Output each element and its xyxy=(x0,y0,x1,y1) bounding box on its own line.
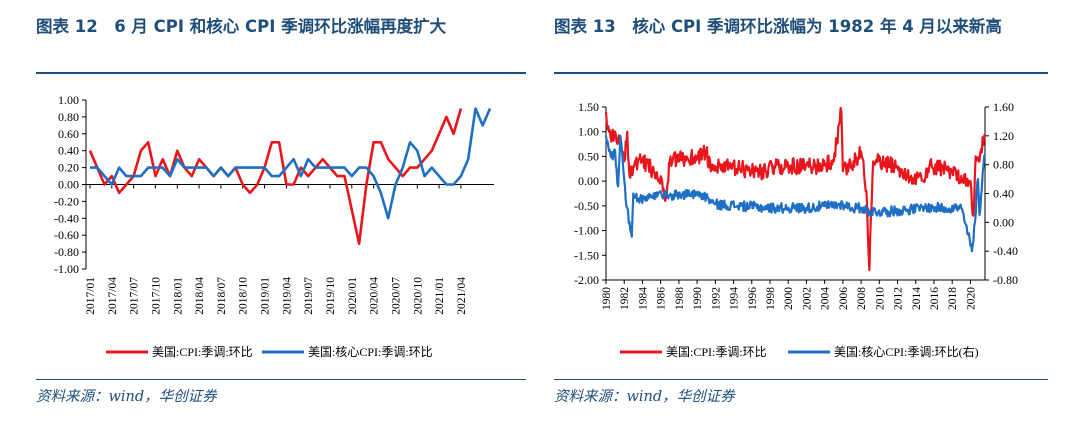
right-x-tick-label: 2012 xyxy=(893,287,905,310)
left-x-tick-label: 2021/04 xyxy=(456,277,468,315)
right-x-tick-label: 2014 xyxy=(911,287,923,310)
right-x-tick-label: 2002 xyxy=(801,287,813,310)
right-left-y-tick-label: -1.00 xyxy=(574,224,599,238)
right-right-y-tick-label: 0.80 xyxy=(993,158,1014,172)
right-x-tick-label: 1980 xyxy=(601,287,613,310)
right-x-tick-label: 2008 xyxy=(856,287,868,310)
right-left-y-tick-label: 1.50 xyxy=(578,100,599,114)
right-x-tick-label: 1988 xyxy=(674,287,686,310)
left-chart-title: 图表 12 6 月 CPI 和核心 CPI 季调环比涨幅再度扩大 xyxy=(36,17,447,36)
left-y-tick-label: -1.00 xyxy=(54,262,79,276)
right-x-tick-label: 1992 xyxy=(710,287,722,310)
right-x-tick-label: 1990 xyxy=(692,287,704,310)
left-series-core-cpi-line xyxy=(90,107,492,220)
left-x-tick-label: 2018/04 xyxy=(194,277,206,315)
right-left-y-tick-label: -0.50 xyxy=(574,199,599,213)
left-x-tick-label: 2021/01 xyxy=(434,277,446,315)
right-source-rule xyxy=(554,379,1048,380)
left-x-tick-label: 2017/10 xyxy=(150,277,162,315)
left-x-tick-label: 2017/07 xyxy=(129,277,141,315)
left-x-tick-label: 2019/04 xyxy=(281,277,293,315)
right-x-tick-label: 1984 xyxy=(637,287,649,310)
right-line-chart: 1.50 1.00 0.50 0.00 -0.50 -1.00 -1.50 -2.00 1.60… xyxy=(574,100,1018,359)
right-x-tick-label: 2010 xyxy=(874,287,886,310)
legend-label: 美国:CPI:季调:环比 xyxy=(152,345,253,359)
right-left-y-tick-label: 0.00 xyxy=(578,174,599,188)
left-x-tick-label: 2020/01 xyxy=(347,277,359,315)
right-source-note: 资料来源：wind，华创证券 xyxy=(554,389,735,405)
left-x-tick-label: 2020/10 xyxy=(412,277,424,315)
right-right-y-tick-label: -0.40 xyxy=(993,244,1018,258)
right-x-tick-label: 2006 xyxy=(838,287,850,310)
left-x-tick-label: 2017/04 xyxy=(107,277,119,315)
left-x-tick-label: 2018/10 xyxy=(238,277,250,315)
left-x-tick-label: 2017/01 xyxy=(85,277,97,315)
right-left-y-tick-label: 1.00 xyxy=(578,125,599,139)
left-y-tick-label: -0.80 xyxy=(54,245,79,259)
left-y-tick-label: 0.00 xyxy=(58,178,79,192)
legend-label: 美国:核心CPI:季调:环比 xyxy=(308,345,433,359)
right-left-y-tick-label: 0.50 xyxy=(578,149,599,163)
left-source-note: 资料来源：wind，华创证券 xyxy=(36,389,217,405)
right-left-y-tick-label: -2.00 xyxy=(574,273,599,287)
left-x-tick-label: 2018/07 xyxy=(216,277,228,315)
left-x-tick-label: 2020/04 xyxy=(369,277,381,315)
right-x-tick-label: 1994 xyxy=(729,287,741,310)
right-x-tick-label: 1996 xyxy=(747,287,759,310)
right-right-y-tick-label: -0.80 xyxy=(993,273,1018,287)
right-chart-panel: 图表 13 核心 CPI 季调环比涨幅为 1982 年 4 月以来新高 1.50… xyxy=(540,0,1080,422)
right-x-tick-label: 2000 xyxy=(783,287,795,310)
right-x-tick-label: 1998 xyxy=(765,287,777,310)
left-x-tick-label: 2018/01 xyxy=(172,277,184,315)
right-left-y-tick-label: -1.50 xyxy=(574,248,599,262)
left-y-tick-label: -0.20 xyxy=(54,194,79,208)
left-y-tick-label: 1.00 xyxy=(58,93,79,107)
left-y-tick-label: 0.40 xyxy=(58,144,79,158)
right-series-core-cpi-line xyxy=(604,134,986,253)
right-right-y-tick-label: 0.00 xyxy=(993,215,1014,229)
right-right-y-tick-label: 0.40 xyxy=(993,187,1014,201)
left-series-cpi-line xyxy=(88,108,463,245)
left-y-tick-label: -0.60 xyxy=(54,228,79,242)
left-source-rule xyxy=(36,379,526,380)
left-y-tick-label: 0.20 xyxy=(58,161,79,175)
right-title-rule xyxy=(554,72,1048,74)
left-y-tick-label: 0.60 xyxy=(58,127,79,141)
legend-label: 美国:CPI:季调:环比 xyxy=(666,345,767,359)
right-x-tick-label: 1982 xyxy=(619,287,631,310)
left-x-tick-label: 2019/10 xyxy=(325,277,337,315)
right-chart-title: 图表 13 核心 CPI 季调环比涨幅为 1982 年 4 月以来新高 xyxy=(554,17,1002,36)
left-y-tick-label: -0.40 xyxy=(54,211,79,225)
left-x-tick-label: 2020/07 xyxy=(390,277,402,315)
legend-label: 美国:核心CPI:季调:环比(右) xyxy=(834,344,979,359)
right-x-tick-label: 2004 xyxy=(820,287,832,310)
left-line-chart: 1.00 0.80 0.60 0.40 0.20 0.00 -0.20 -0.40 -0.60 -… xyxy=(54,93,494,359)
left-title-rule xyxy=(36,72,526,74)
right-x-tick-label: 2020 xyxy=(965,287,977,310)
right-x-tick-label: 1986 xyxy=(656,287,668,310)
right-right-y-tick-label: 1.20 xyxy=(993,129,1014,143)
right-x-tick-label: 2018 xyxy=(947,287,959,310)
left-x-tick-label: 2019/01 xyxy=(260,277,272,315)
right-series-cpi-line xyxy=(604,106,986,272)
right-x-tick-label: 2016 xyxy=(929,287,941,310)
left-chart-panel: 图表 12 6 月 CPI 和核心 CPI 季调环比涨幅再度扩大 1.00 0.8… xyxy=(36,17,526,405)
right-right-y-tick-label: 1.60 xyxy=(993,100,1014,114)
left-x-tick-label: 2019/07 xyxy=(303,277,315,315)
left-y-tick-label: 0.80 xyxy=(58,110,79,124)
